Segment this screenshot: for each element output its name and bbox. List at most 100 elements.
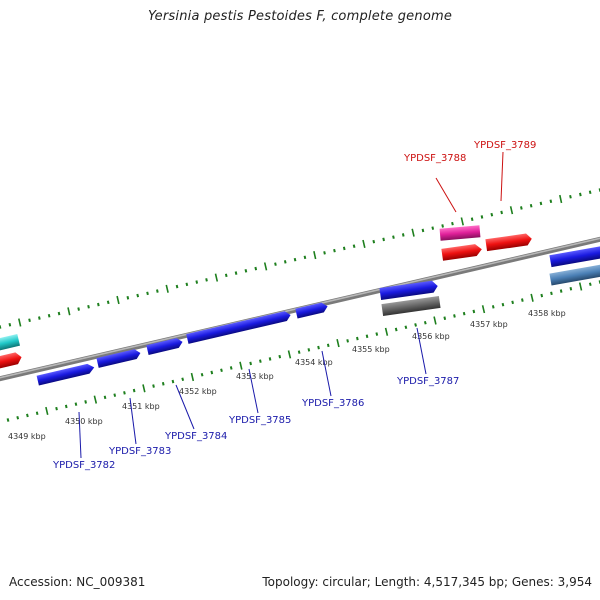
gene-left-red-arrow[interactable] [0,351,23,372]
minor-tick [375,332,379,336]
minor-tick [6,418,10,422]
gene-left-cyan-block[interactable] [0,333,20,354]
minor-tick [472,309,476,314]
gene-label-YPDSF_3789[interactable]: YPDSF_3789 [473,140,536,151]
gene-label-YPDSF_3785[interactable]: YPDSF_3785 [228,415,291,426]
minor-tick [84,400,87,404]
minor-tick [259,359,262,363]
minor-tick [443,316,447,321]
minor-tick [103,395,107,400]
gene-label-YPDSF_3783[interactable]: YPDSF_3783 [108,446,171,457]
minor-tick [549,199,553,204]
minor-tick [372,239,376,244]
minor-tick [156,289,159,293]
minor-tick [171,379,175,384]
gene-YPDSF_3784-arrow[interactable] [146,337,183,355]
minor-tick [16,415,20,420]
minor-tick [97,302,100,307]
minor-tick [569,194,572,199]
minor-tick [35,411,39,416]
gene-label-YPDSF_3782[interactable]: YPDSF_3782 [52,460,115,471]
minor-tick [404,325,408,330]
minor-tick [234,271,238,275]
minor-tick [569,286,573,291]
minor-tick [195,280,199,284]
scale-label: 4355 kbp [352,345,390,354]
major-tick [239,361,243,370]
minor-tick [333,248,336,253]
minor-tick [414,323,417,327]
minor-tick [307,348,311,352]
major-tick [67,307,71,316]
minor-tick [55,406,58,411]
minor-tick [480,215,484,219]
major-tick [530,293,534,302]
minor-tick [205,278,208,282]
gene-gray-block[interactable] [381,296,441,316]
map-title: Yersinia pestis Pestoides F, complete ge… [147,9,453,24]
minor-tick [579,192,582,197]
major-tick [214,273,219,282]
genome-summary: Topology: circular; Length: 4,517,345 bp… [262,575,592,589]
gene-YPDSF_3783-arrow[interactable] [96,348,141,368]
minor-tick [501,302,505,307]
minor-tick [8,322,12,327]
major-tick [411,228,415,237]
scale-label: 4353 kbp [236,372,274,381]
minor-tick [451,221,454,226]
minor-tick [106,300,110,305]
minor-tick [26,413,29,418]
minor-tick [521,298,524,302]
minor-tick [229,366,233,370]
minor-tick [220,368,223,373]
minor-tick [423,320,427,325]
gene-right-steel-block[interactable] [549,262,600,286]
scale-labels: 4349 kbp 4350 kbp 4351 kbp 4352 kbp 4353 kbp… [8,309,566,441]
minor-tick [490,212,494,217]
minor-tick [365,334,369,339]
minor-tick [224,273,228,278]
scale-label: 4351 kbp [122,402,160,411]
major-tick [509,206,514,215]
minor-tick [249,361,252,366]
minor-tick [132,388,136,393]
minor-tick [74,402,78,406]
minor-tick [356,336,359,341]
minor-tick [401,233,405,237]
minor-tick [441,224,444,228]
gene-label-YPDSF_3784[interactable]: YPDSF_3784 [164,431,227,442]
minor-tick [431,226,435,230]
gene-right-blue-arrow[interactable] [549,245,600,268]
minor-tick [559,289,563,293]
gene-YPDSF_3782-arrow[interactable] [36,363,96,386]
scale-label: 4356 kbp [412,332,450,341]
minor-tick [317,345,320,350]
gene-YPDSF_3788-block[interactable] [439,225,481,241]
gene-YPDSF_3786-arrow[interactable] [295,302,328,319]
gene-YPDSF_3787-arrow[interactable] [379,280,438,300]
gene-YPDSF_3785-arrow[interactable] [186,310,292,344]
minor-tick [175,284,179,289]
minor-tick [87,304,90,309]
gene-label-YPDSF_3788[interactable]: YPDSF_3788 [403,153,466,164]
scale-label: 4358 kbp [528,309,566,318]
minor-tick [268,357,272,361]
minor-tick [588,282,592,287]
gene-label-YPDSF_3787[interactable]: YPDSF_3787 [396,376,459,387]
minor-tick [293,257,297,262]
minor-tick [303,255,307,260]
minor-tick [520,206,523,210]
minor-tick [28,318,31,323]
gene-label-YPDSF_3786[interactable]: YPDSF_3786 [301,398,364,409]
minor-tick [529,203,533,208]
major-tick [93,395,98,404]
major-tick [578,282,583,291]
gene-YPDSF_3789-arrow[interactable] [485,233,532,252]
minor-tick [392,235,395,239]
minor-tick [462,311,466,316]
gene-red-arrow-left[interactable] [441,243,482,261]
minor-tick [77,307,80,311]
major-tick [142,384,146,393]
minor-tick [181,377,185,382]
